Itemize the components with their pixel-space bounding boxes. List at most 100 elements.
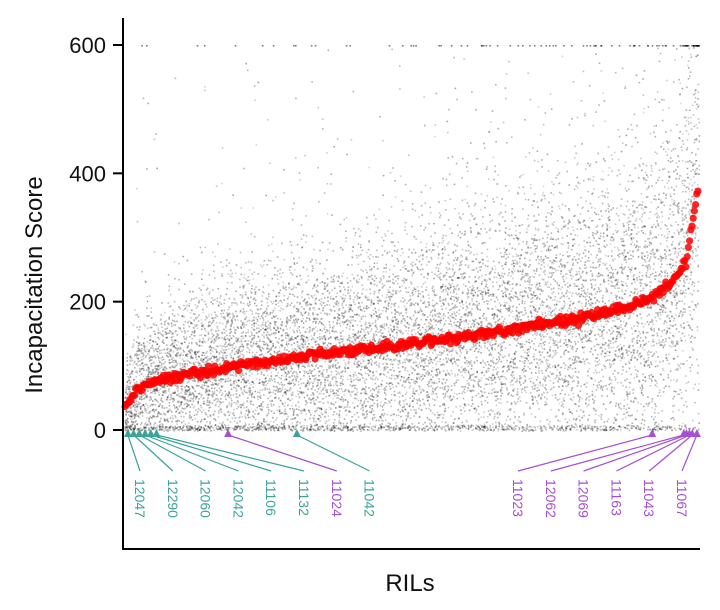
score-point: [289, 339, 291, 342]
score-point: [158, 411, 160, 414]
score-point: [223, 338, 226, 340]
score-point: [134, 406, 136, 409]
score-point: [235, 426, 238, 428]
score-point: [293, 409, 296, 411]
score-point: [169, 425, 172, 428]
score-point: [324, 337, 327, 339]
score-point: [266, 406, 268, 408]
score-point: [355, 358, 357, 361]
score-point: [263, 420, 265, 423]
score-point: [319, 420, 321, 422]
score-point: [324, 312, 326, 315]
score-point: [165, 392, 167, 394]
score-point: [321, 413, 324, 416]
score-point: [321, 371, 324, 374]
score-point: [227, 343, 230, 346]
score-point: [359, 235, 361, 238]
score-point: [182, 349, 184, 352]
score-point: [197, 402, 199, 405]
score-point: [297, 383, 300, 386]
score-point: [367, 278, 369, 281]
score-point: [220, 303, 223, 305]
score-point: [371, 425, 373, 428]
score-point: [232, 335, 234, 337]
score-point: [319, 370, 321, 373]
score-point: [333, 392, 335, 394]
score-point: [253, 322, 256, 324]
score-point: [149, 335, 152, 337]
score-point: [326, 391, 329, 393]
score-point: [205, 357, 208, 359]
score-point: [354, 339, 357, 341]
score-point: [199, 409, 202, 412]
score-point: [312, 393, 315, 395]
score-point: [170, 396, 172, 399]
score-point: [206, 317, 208, 319]
score-point: [134, 401, 136, 404]
score-point: [187, 429, 190, 431]
score-point: [168, 361, 170, 364]
score-point: [235, 302, 237, 304]
score-point: [172, 360, 174, 362]
score-point: [323, 328, 326, 330]
score-point: [362, 388, 365, 390]
score-point: [224, 346, 227, 348]
score-point: [296, 283, 299, 286]
score-point: [348, 410, 350, 412]
score-point: [341, 320, 344, 323]
score-point: [266, 119, 269, 121]
score-point: [275, 332, 277, 334]
score-point: [295, 426, 298, 428]
score-point: [322, 343, 325, 345]
score-point: [331, 281, 334, 283]
score-point: [168, 332, 171, 335]
score-point: [192, 380, 194, 382]
score-point: [137, 357, 139, 360]
score-point: [165, 426, 167, 428]
score-point: [183, 341, 186, 343]
score-point: [318, 406, 320, 409]
score-point: [173, 341, 176, 344]
score-point: [134, 314, 137, 317]
score-point: [347, 286, 350, 289]
score-point: [282, 328, 285, 331]
score-point: [283, 425, 286, 427]
score-point: [215, 345, 218, 347]
score-point: [280, 276, 282, 278]
score-point: [146, 315, 149, 317]
score-point: [159, 428, 161, 430]
score-point: [174, 347, 177, 349]
score-point: [184, 363, 186, 365]
score-point: [235, 350, 237, 353]
score-point: [271, 277, 274, 280]
score-point: [359, 425, 361, 428]
score-point: [318, 379, 321, 382]
score-point: [213, 355, 215, 358]
score-point: [130, 412, 133, 415]
score-point: [245, 310, 248, 313]
score-point: [145, 376, 148, 378]
score-point: [250, 261, 253, 264]
score-point: [317, 426, 320, 428]
score-point: [357, 354, 359, 357]
score-point: [363, 426, 365, 429]
score-point: [290, 337, 293, 340]
score-point: [246, 320, 249, 323]
score-point: [227, 377, 230, 380]
score-point: [131, 346, 134, 348]
score-point: [288, 376, 290, 379]
score-point: [208, 404, 210, 406]
score-point: [274, 346, 277, 349]
score-point: [253, 396, 256, 399]
score-point: [266, 298, 269, 300]
score-point: [326, 344, 329, 346]
score-point: [367, 223, 369, 225]
score-point: [136, 400, 138, 403]
score-point: [138, 342, 140, 344]
score-point: [282, 281, 285, 284]
score-point: [136, 405, 138, 408]
score-point: [180, 368, 182, 371]
score-point: [295, 380, 298, 382]
score-point: [257, 398, 259, 401]
score-point: [188, 422, 190, 424]
